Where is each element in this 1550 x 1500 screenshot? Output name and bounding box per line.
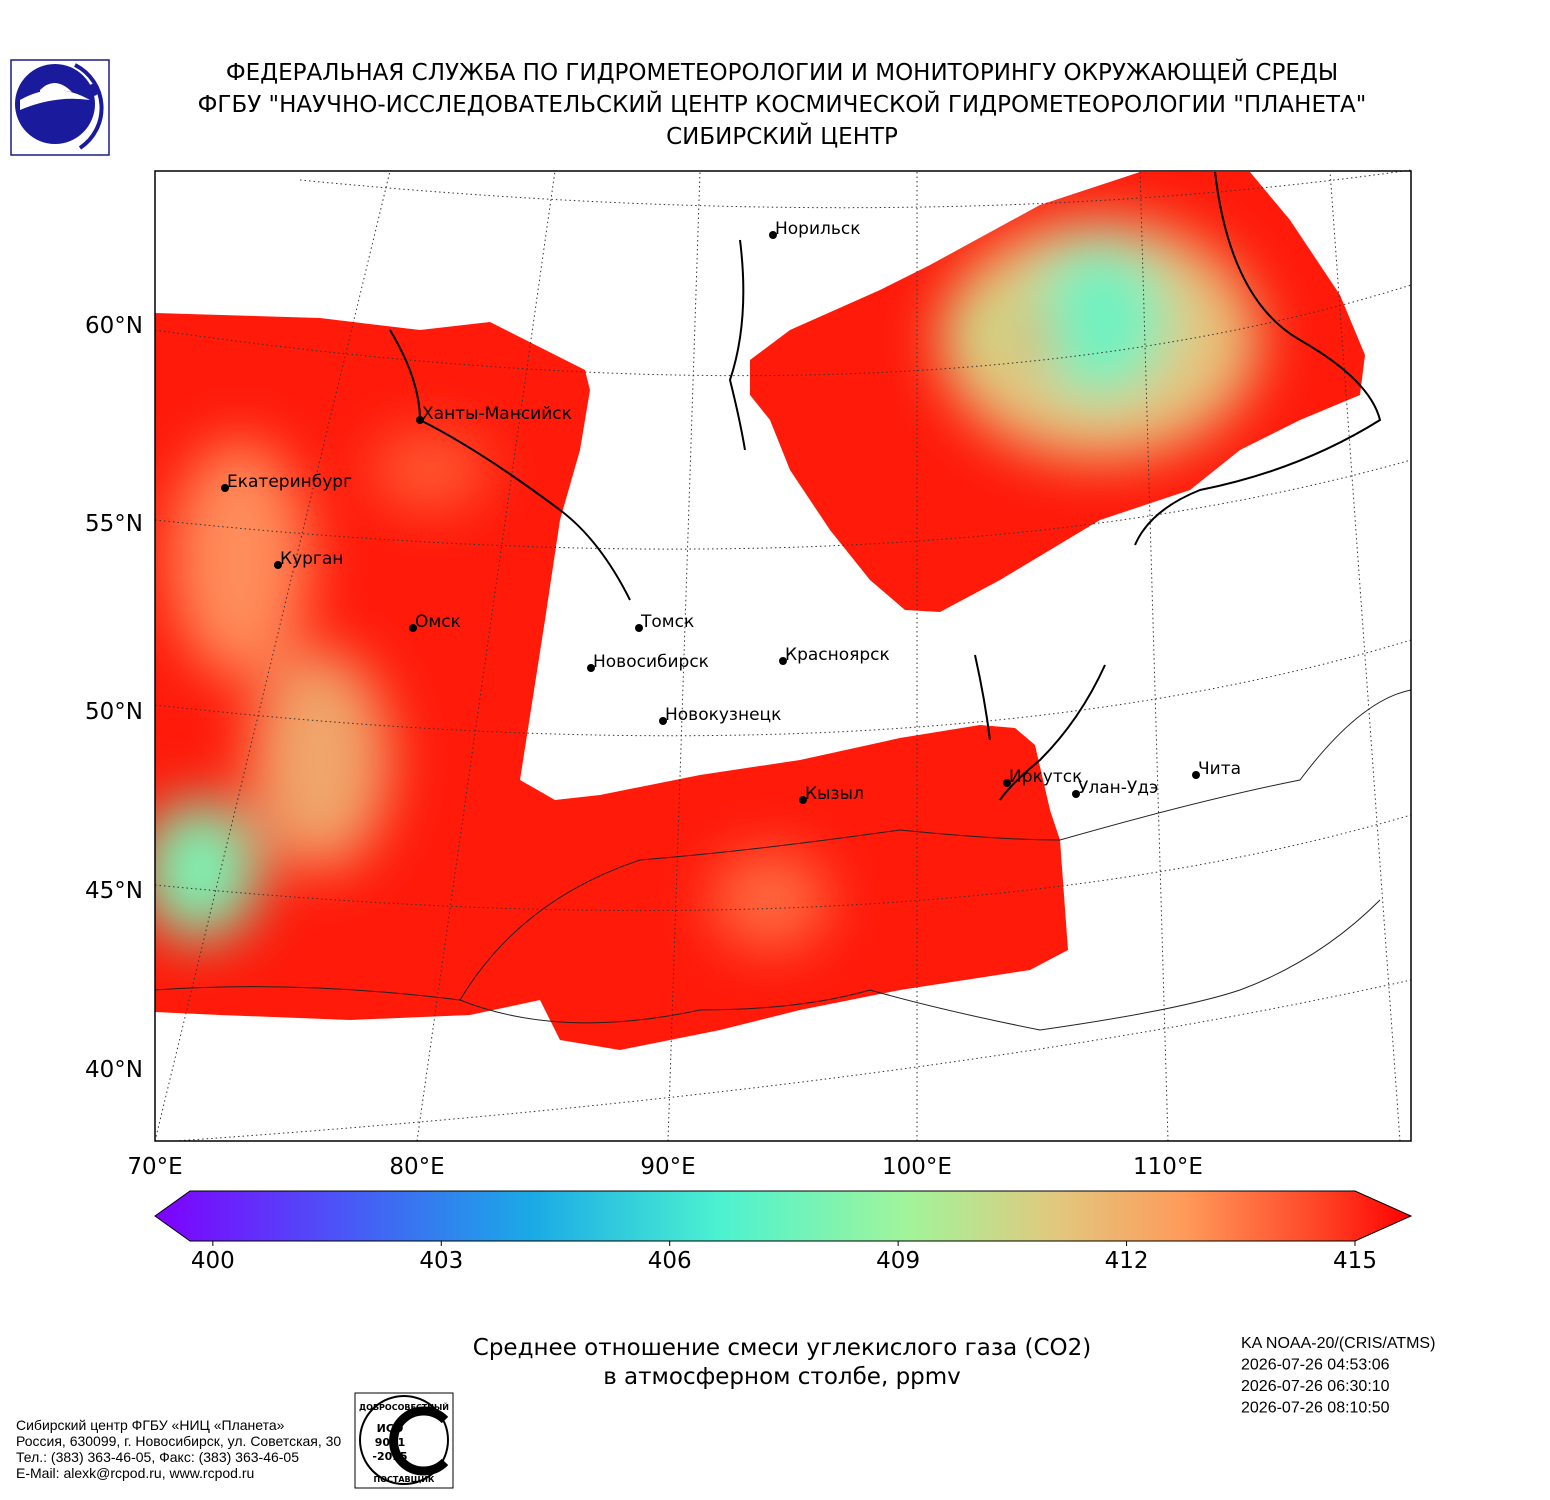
footer: Сибирский центр ФГБУ «НИЦ «Планета»Росси… (16, 1417, 341, 1481)
colorbar-tick-label: 406 (648, 1248, 692, 1274)
lat-label: 50°N (85, 699, 143, 725)
header-line: ФЕДЕРАЛЬНАЯ СЛУЖБА ПО ГИДРОМЕТЕОРОЛОГИИ … (226, 58, 1338, 86)
city-dot (799, 796, 807, 804)
caption: Среднее отношение смеси углекислого газа… (473, 1335, 1091, 1390)
city-label: Норильск (775, 219, 861, 239)
header: ФЕДЕРАЛЬНАЯ СЛУЖБА ПО ГИДРОМЕТЕОРОЛОГИИ … (198, 58, 1367, 150)
city-label: Чита (1198, 759, 1241, 779)
colorbar-tick-label: 412 (1105, 1248, 1149, 1274)
city-dot (274, 561, 282, 569)
lat-label: 60°N (85, 313, 143, 339)
stamp-top: ДОБРОСОВЕСТНЫЙ (359, 1401, 449, 1412)
map-frame (154, 170, 1412, 1142)
logo (10, 59, 110, 156)
lat-label: 55°N (85, 511, 143, 537)
city-label: Томск (640, 612, 694, 632)
city-dot (1192, 771, 1200, 779)
city-label: Омск (415, 612, 461, 632)
lon-label: 110°E (1133, 1154, 1203, 1180)
city-label: Красноярск (785, 645, 890, 665)
satellite-line: 2026-07-26 04:53:06 (1241, 1357, 1390, 1374)
footer-line: Сибирский центр ФГБУ «НИЦ «Планета» (16, 1417, 285, 1433)
city-label: Новосибирск (593, 652, 709, 672)
caption-line: Среднее отношение смеси углекислого газа… (473, 1335, 1091, 1361)
footer-line: E-Mail: alexk@rcpod.ru, www.rcpod.ru (16, 1465, 254, 1481)
city-label: Улан-Удэ (1078, 778, 1158, 798)
city-dot (769, 231, 777, 239)
colorbar-tick-label: 403 (419, 1248, 463, 1274)
city-label: Ханты-Мансийск (422, 404, 572, 424)
satellite-line: 2026-07-26 06:30:10 (1241, 1378, 1390, 1395)
colorbar-tick-label: 415 (1333, 1248, 1377, 1274)
city-label: Новокузнецк (665, 705, 781, 725)
city-dot (635, 624, 643, 632)
lon-label: 100°E (882, 1154, 952, 1180)
lon-label: 70°E (127, 1154, 182, 1180)
graticule (154, 169, 1412, 1142)
city-dot (1072, 790, 1080, 798)
city-dot (779, 657, 787, 665)
satellite-line: KA NOAA-20/(CRIS/ATMS) (1241, 1335, 1435, 1352)
borders (154, 689, 1412, 1031)
stamp: ДОБРОСОВЕСТНЫЙ ПОСТАВЩИК ИСО 9001 -2015 (354, 1392, 454, 1489)
stamp-line: -2015 (372, 1450, 407, 1463)
city-label: Иркутск (1009, 767, 1082, 787)
stamp-line: 9001 (375, 1436, 406, 1449)
satellite-line: 2026-07-26 08:10:50 (1241, 1400, 1390, 1417)
city-dot (1003, 779, 1011, 787)
colorbar (154, 1190, 1413, 1242)
caption-line: в атмосферном столбе, ppmv (603, 1364, 961, 1390)
lon-label: 90°E (640, 1154, 695, 1180)
city-dot (221, 484, 229, 492)
lat-label: 40°N (85, 1057, 143, 1083)
city-label: Курган (280, 549, 343, 569)
cities: Норильск Ханты-Мансийск Екатеринбург Курган… (221, 219, 1241, 804)
city-dot (416, 416, 424, 424)
city-label: Екатеринбург (227, 472, 352, 492)
colorbar-tick-label: 409 (876, 1248, 920, 1274)
colorbar-tick-label: 400 (191, 1248, 235, 1274)
map-axes: 60°N 55°N 50°N 45°N 40°N 70°E 80°E 90°E 100°E 110… (85, 313, 1203, 1180)
rivers (389, 171, 1382, 801)
city-label: Кызыл (805, 784, 864, 804)
footer-line: Россия, 630099, г. Новосибирск, ул. Сове… (16, 1433, 341, 1449)
lon-label: 80°E (389, 1154, 444, 1180)
city-dot (409, 624, 417, 632)
header-line: СИБИРСКИЙ ЦЕНТР (666, 122, 898, 150)
city-dot (587, 664, 595, 672)
header-line: ФГБУ "НАУЧНО-ИССЛЕДОВАТЕЛЬСКИЙ ЦЕНТР КОС… (198, 90, 1367, 118)
lat-label: 45°N (85, 878, 143, 904)
colorbar-ticks: 400 403 406 409 412 415 (191, 1241, 1377, 1274)
city-dot (659, 717, 667, 725)
satellite-info: KA NOAA-20/(CRIS/ATMS) 2026-07-26 04:53:0… (1241, 1335, 1435, 1417)
footer-line: Тел.: (383) 363-46-05, Факс: (383) 363-4… (16, 1449, 299, 1465)
stamp-line: ИСО (377, 1422, 404, 1435)
stamp-bottom: ПОСТАВЩИК (374, 1475, 435, 1484)
